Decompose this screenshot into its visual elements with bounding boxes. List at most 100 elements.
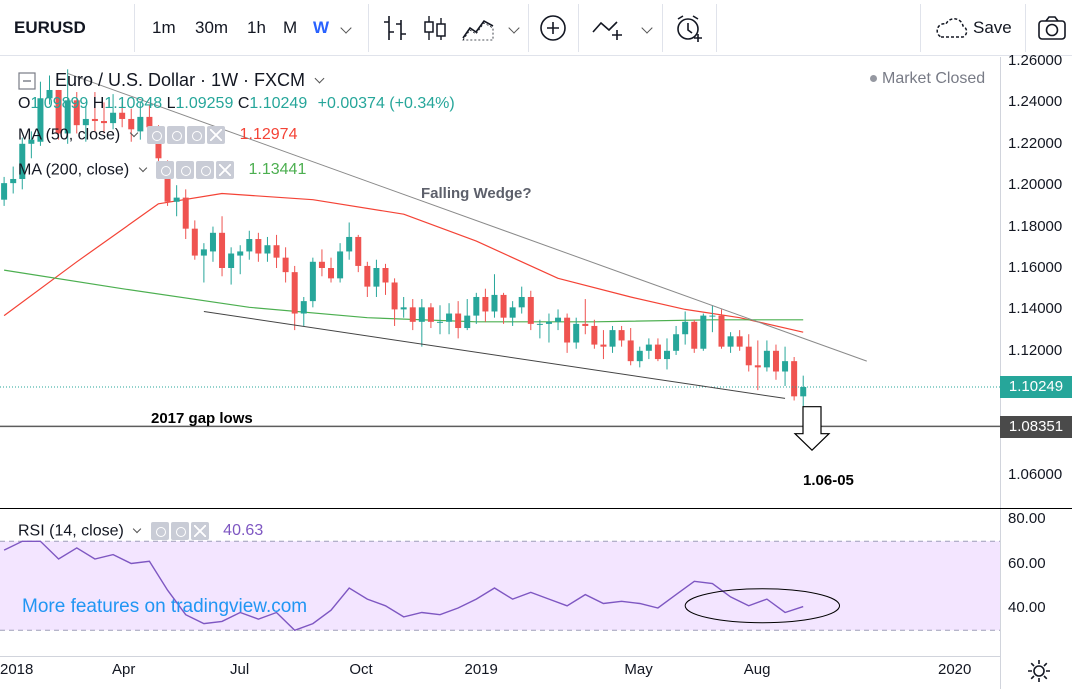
candle-down xyxy=(754,340,761,391)
target-annotation[interactable]: 1.06-05 xyxy=(803,472,854,489)
candle-body xyxy=(1,183,8,200)
save-button[interactable]: Save xyxy=(973,18,1012,37)
alert-icon[interactable] xyxy=(672,12,706,44)
symbol-search[interactable]: EURUSD xyxy=(14,18,86,37)
top-toolbar: EURUSD 1m 30m 1h M W Save xyxy=(0,0,1072,56)
candle-up xyxy=(373,259,380,297)
ma50-visibility-icon[interactable] xyxy=(147,126,166,144)
candle-down xyxy=(128,108,135,142)
candle-body xyxy=(28,139,35,144)
candle-style-icon[interactable] xyxy=(420,12,450,44)
candle-body xyxy=(264,245,271,254)
candle-up xyxy=(28,131,35,159)
candle-body xyxy=(436,321,443,323)
candle-down xyxy=(91,92,98,132)
candle-body xyxy=(654,344,661,360)
rsi-settings-icon[interactable] xyxy=(170,522,189,540)
interval-1h[interactable]: 1h xyxy=(247,18,266,37)
ma200-settings-icon[interactable] xyxy=(176,161,195,179)
candle-body xyxy=(491,294,498,312)
candle-body xyxy=(664,350,671,360)
candle-body xyxy=(482,296,489,312)
candle-up xyxy=(609,325,616,353)
interval-1W[interactable]: W xyxy=(313,18,330,37)
candle-body xyxy=(119,112,126,119)
candle-down xyxy=(391,278,398,326)
series-title[interactable]: Euro / U.S. Dollar · 1W · FXCM xyxy=(55,70,306,90)
candle-body xyxy=(800,387,807,397)
gap-annotation[interactable]: 2017 gap lows xyxy=(151,410,253,427)
candle-down xyxy=(191,220,198,260)
camera-icon[interactable] xyxy=(1036,12,1068,44)
candle-down xyxy=(736,330,743,351)
time-tick-label: Aug xyxy=(743,661,771,678)
candle-body xyxy=(318,261,325,268)
ma200-remove-icon[interactable] xyxy=(216,161,235,179)
candle-body xyxy=(673,334,680,351)
candle-body xyxy=(500,294,507,318)
candle-body xyxy=(391,282,398,310)
candle-up xyxy=(237,245,244,275)
candle-down xyxy=(182,189,189,240)
interval-30m[interactable]: 30m xyxy=(195,18,229,37)
rsi-line xyxy=(3,540,804,632)
ma50-legend[interactable]: MA (50, close) 1.12974 xyxy=(18,126,297,144)
rsi-legend[interactable]: RSI (14, close) 40.63 xyxy=(18,522,263,540)
time-tick-label: 2020 xyxy=(938,661,972,678)
candle-body xyxy=(791,361,798,397)
collapse-legend-icon[interactable] xyxy=(18,72,36,90)
candle-body xyxy=(91,118,98,122)
low-label: L xyxy=(166,95,176,112)
candle-up xyxy=(309,257,316,308)
candle-up xyxy=(636,346,643,368)
interval-1M[interactable]: M xyxy=(283,18,298,37)
rsi-pane xyxy=(0,540,1000,632)
toolbar-divider xyxy=(716,4,717,52)
interval-1m[interactable]: 1m xyxy=(152,18,176,37)
candle-up xyxy=(645,338,652,360)
settings-gear-icon[interactable] xyxy=(1026,658,1052,684)
candle-up xyxy=(573,317,580,349)
ma50-source-icon[interactable] xyxy=(187,126,206,144)
candle-down xyxy=(564,313,571,353)
compare-icon[interactable] xyxy=(590,12,626,44)
rsi-remove-icon[interactable] xyxy=(190,522,209,540)
area-style-icon[interactable] xyxy=(460,12,496,44)
candle-up xyxy=(509,301,516,326)
ma200-chevron-icon[interactable] xyxy=(138,164,147,173)
ma50-remove-icon[interactable] xyxy=(207,126,226,144)
close-value: 1.10249 xyxy=(249,95,308,112)
candle-down xyxy=(691,319,698,353)
ohlc-values: O1.09899 H1.10848 L1.09259 C1.10249 +0.0… xyxy=(18,95,455,113)
high-value: 1.10848 xyxy=(104,95,163,112)
candle-up xyxy=(64,69,71,144)
ma50-settings-icon[interactable] xyxy=(167,126,186,144)
bar-style-icon[interactable] xyxy=(380,12,410,44)
tradingview-watermark[interactable]: More features on tradingview.com xyxy=(22,596,308,617)
pane-separator[interactable] xyxy=(0,508,1072,509)
gap-level-price-tag: 1.08351 xyxy=(1000,416,1072,438)
wedge-annotation[interactable]: Falling Wedge? xyxy=(421,185,532,202)
candle-up xyxy=(82,106,89,142)
ma200-value: 1.13441 xyxy=(248,161,307,179)
candle-down xyxy=(282,247,289,283)
ma50-chevron-icon[interactable] xyxy=(129,129,138,138)
ma200-legend[interactable]: MA (200, close) 1.13441 xyxy=(18,161,306,179)
wedge-lower-trendline xyxy=(203,310,786,399)
price-tick-label: 1.22000 xyxy=(1008,134,1063,152)
rsi-visibility-icon[interactable] xyxy=(150,522,169,540)
candle-body xyxy=(10,178,17,184)
add-indicator-icon[interactable] xyxy=(538,12,568,44)
rsi-label: RSI (14, close) xyxy=(18,522,124,540)
rsi-chevron-icon[interactable] xyxy=(133,525,142,534)
ma200-source-icon[interactable] xyxy=(196,161,215,179)
candle-up xyxy=(473,292,480,324)
candle-up xyxy=(418,299,425,347)
candle-down xyxy=(119,102,126,128)
ma200-visibility-icon[interactable] xyxy=(156,161,175,179)
change-value: +0.00374 (+0.34%) xyxy=(317,95,455,112)
price-axis-border xyxy=(1000,57,1001,689)
candle-body xyxy=(364,265,371,287)
toolbar-divider xyxy=(578,4,579,52)
